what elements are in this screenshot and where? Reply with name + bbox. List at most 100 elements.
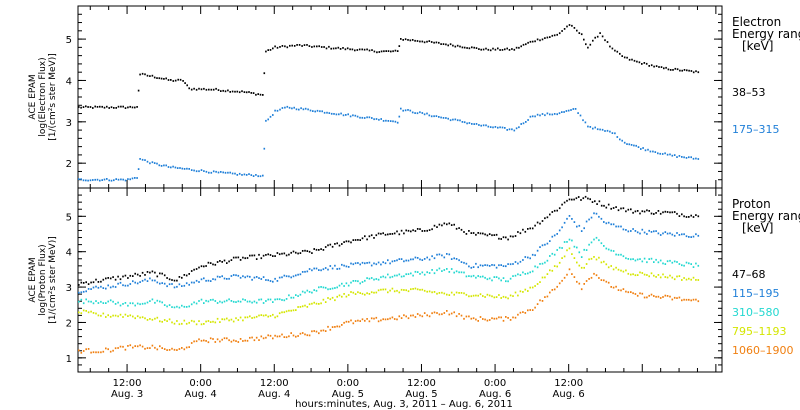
data-point bbox=[304, 249, 306, 252]
data-point bbox=[259, 93, 262, 96]
data-point bbox=[641, 260, 644, 263]
data-point bbox=[421, 259, 424, 261]
data-point bbox=[215, 87, 217, 90]
data-point bbox=[665, 66, 667, 69]
data-point bbox=[173, 348, 176, 351]
data-point bbox=[450, 224, 453, 226]
data-point bbox=[598, 277, 600, 279]
data-point bbox=[657, 261, 660, 264]
data-point bbox=[235, 340, 237, 342]
data-point bbox=[632, 292, 634, 295]
data-point bbox=[117, 275, 119, 278]
data-point bbox=[167, 166, 170, 168]
data-point bbox=[489, 126, 492, 128]
data-point bbox=[576, 280, 578, 283]
data-point bbox=[122, 284, 124, 287]
data-point bbox=[688, 69, 690, 72]
data-point bbox=[394, 49, 397, 52]
data-point bbox=[306, 250, 309, 252]
data-point bbox=[447, 44, 449, 47]
data-point bbox=[407, 317, 410, 320]
data-point bbox=[430, 41, 433, 43]
data-point bbox=[632, 211, 634, 214]
data-point bbox=[198, 320, 200, 322]
data-point bbox=[200, 298, 203, 301]
data-point bbox=[190, 342, 193, 344]
data-point bbox=[647, 148, 649, 151]
data-point bbox=[398, 291, 401, 294]
data-point bbox=[421, 112, 424, 114]
data-point bbox=[298, 108, 300, 111]
data-point bbox=[407, 259, 410, 262]
data-point bbox=[666, 211, 669, 213]
data-point bbox=[304, 333, 306, 336]
data-point bbox=[368, 235, 371, 238]
data-point bbox=[398, 315, 401, 318]
data-point bbox=[414, 270, 417, 273]
data-point bbox=[347, 266, 350, 268]
data-point bbox=[692, 298, 695, 301]
data-point bbox=[600, 279, 603, 281]
data-point bbox=[653, 261, 655, 263]
data-point bbox=[480, 48, 482, 51]
data-point bbox=[238, 172, 241, 175]
data-point bbox=[468, 315, 470, 318]
data-point bbox=[109, 315, 112, 318]
data-point bbox=[463, 231, 465, 233]
legend-title-line: [keV] bbox=[742, 221, 773, 235]
data-point bbox=[373, 291, 375, 294]
data-point bbox=[566, 241, 568, 243]
data-point bbox=[627, 291, 630, 294]
data-point bbox=[494, 126, 497, 128]
data-point bbox=[392, 120, 394, 123]
data-point bbox=[671, 298, 674, 301]
data-point bbox=[617, 225, 620, 228]
data-point bbox=[216, 317, 219, 320]
data-point bbox=[502, 236, 505, 239]
data-point bbox=[639, 258, 641, 260]
data-point bbox=[442, 43, 445, 45]
data-point bbox=[551, 269, 554, 272]
data-point bbox=[431, 291, 433, 294]
data-point bbox=[342, 114, 345, 117]
data-point bbox=[657, 295, 660, 298]
data-point bbox=[398, 258, 401, 260]
data-point bbox=[570, 109, 572, 111]
data-point bbox=[188, 321, 190, 324]
data-point bbox=[423, 312, 426, 314]
data-point bbox=[502, 277, 505, 279]
data-point bbox=[235, 317, 237, 320]
data-point bbox=[396, 230, 398, 233]
data-point bbox=[512, 235, 514, 238]
data-point bbox=[571, 253, 573, 255]
data-point bbox=[585, 280, 588, 282]
data-point bbox=[269, 115, 272, 118]
data-point bbox=[223, 300, 226, 303]
data-point bbox=[400, 275, 403, 278]
data-point bbox=[446, 268, 448, 270]
data-point bbox=[508, 49, 511, 51]
data-point bbox=[695, 279, 697, 281]
data-point bbox=[601, 128, 604, 131]
data-point bbox=[207, 279, 210, 282]
data-point bbox=[281, 45, 284, 47]
data-point bbox=[585, 249, 588, 251]
data-point bbox=[195, 323, 198, 326]
data-point bbox=[658, 66, 660, 68]
data-point bbox=[295, 251, 297, 254]
data-point bbox=[405, 289, 407, 292]
data-point bbox=[433, 291, 436, 293]
data-point bbox=[190, 169, 193, 171]
data-point bbox=[421, 288, 424, 291]
data-point bbox=[465, 293, 468, 296]
data-point bbox=[109, 286, 112, 289]
data-point bbox=[524, 273, 527, 275]
data-point bbox=[603, 260, 605, 263]
data-point bbox=[227, 171, 229, 174]
data-point bbox=[166, 277, 168, 279]
data-point bbox=[198, 338, 200, 341]
data-point bbox=[500, 279, 502, 282]
data-point bbox=[592, 39, 594, 42]
data-point bbox=[80, 281, 83, 284]
data-point bbox=[349, 115, 352, 118]
